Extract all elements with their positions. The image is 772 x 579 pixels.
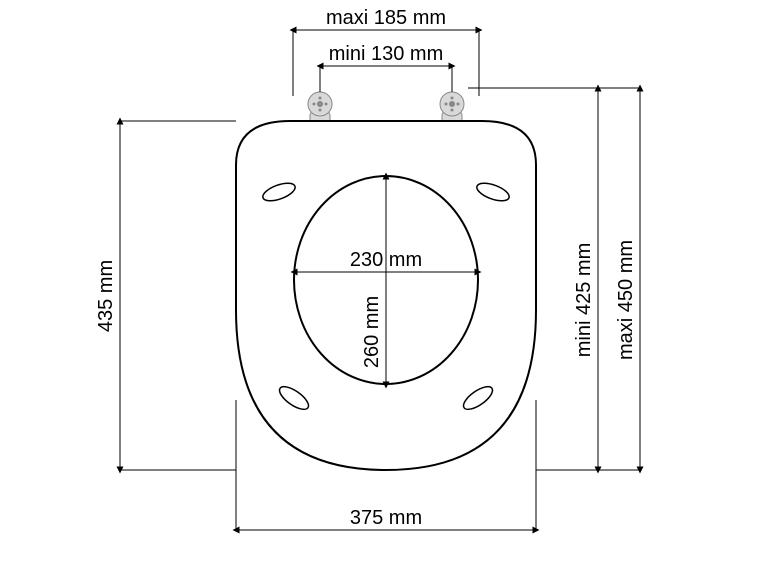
label-hinge-max: maxi 185 mm [326, 7, 446, 29]
label-hinge-min: mini 130 mm [329, 43, 443, 65]
label-seat-height: 435 mm [95, 260, 117, 332]
label-seat-width: 375 mm [350, 507, 422, 529]
label-depth-min: mini 425 mm [573, 243, 595, 357]
label-depth-max: maxi 450 mm [615, 240, 637, 360]
label-inner-height: 260 mm [361, 296, 383, 368]
dimension-drawing: maxi 185 mm mini 130 mm 435 mm 230 mm 26… [0, 0, 772, 579]
